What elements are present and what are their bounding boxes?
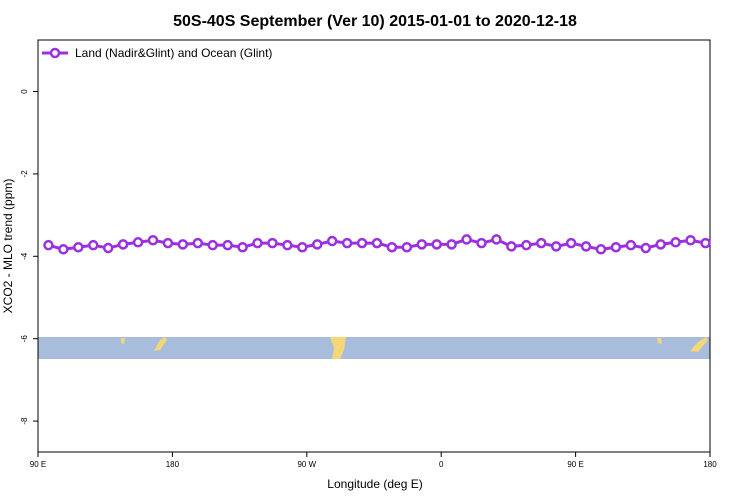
x-tick-label: 180 xyxy=(166,460,180,469)
point xyxy=(670,237,681,248)
point xyxy=(371,237,383,249)
point xyxy=(356,237,368,249)
legend-label: Land (Nadir&Glint) and Ocean (Glint) xyxy=(75,46,272,60)
point xyxy=(655,239,666,250)
point xyxy=(297,241,308,253)
y-tick-label: -2 xyxy=(20,170,29,178)
point xyxy=(431,239,442,250)
point xyxy=(43,239,54,251)
point xyxy=(282,239,293,251)
point xyxy=(267,237,278,249)
y-tick-label: -8 xyxy=(20,417,29,425)
x-axis-label: Longitude (deg E) xyxy=(327,477,422,491)
legend-marker xyxy=(49,47,61,59)
point xyxy=(312,239,323,250)
chart-title: 50S-40S September (Ver 10) 2015-01-01 to… xyxy=(173,13,577,30)
point xyxy=(640,242,652,254)
point xyxy=(416,239,428,250)
point xyxy=(252,237,263,249)
point xyxy=(565,237,577,249)
point xyxy=(162,237,174,249)
y-tick-label: 0 xyxy=(20,89,29,94)
point xyxy=(595,244,607,255)
x-tick-label: 90 W xyxy=(297,460,316,469)
point xyxy=(685,234,696,246)
x-tick-label: 90 E xyxy=(30,460,46,469)
point xyxy=(102,242,114,254)
point xyxy=(461,234,472,245)
point xyxy=(491,234,502,245)
point xyxy=(326,235,338,247)
point xyxy=(192,237,204,249)
point xyxy=(550,241,562,252)
x-tick-label: 90 E xyxy=(567,460,583,469)
point xyxy=(177,239,189,250)
point xyxy=(536,237,547,249)
y-axis-label: XCO2 - MLO trend (ppm) xyxy=(1,179,15,314)
point xyxy=(73,241,84,253)
point xyxy=(506,241,517,252)
point xyxy=(700,237,711,249)
point xyxy=(580,241,592,252)
point xyxy=(237,241,248,253)
point xyxy=(58,244,69,255)
point xyxy=(401,241,413,253)
point xyxy=(222,239,233,251)
point xyxy=(132,237,144,248)
plot-frame xyxy=(37,39,711,453)
map-strip xyxy=(38,337,710,359)
x-tick-label: 0 xyxy=(439,460,444,469)
point xyxy=(117,239,129,250)
point xyxy=(386,241,398,253)
point xyxy=(207,239,218,251)
y-tick-label: -6 xyxy=(20,335,29,343)
point xyxy=(88,239,99,251)
point xyxy=(625,239,637,251)
point xyxy=(341,237,353,249)
point xyxy=(476,237,487,249)
point xyxy=(446,239,457,250)
x-tick-label: 180 xyxy=(703,460,717,469)
point xyxy=(147,234,159,246)
point xyxy=(610,241,622,253)
point xyxy=(521,239,532,251)
y-tick-label: -4 xyxy=(20,252,29,260)
